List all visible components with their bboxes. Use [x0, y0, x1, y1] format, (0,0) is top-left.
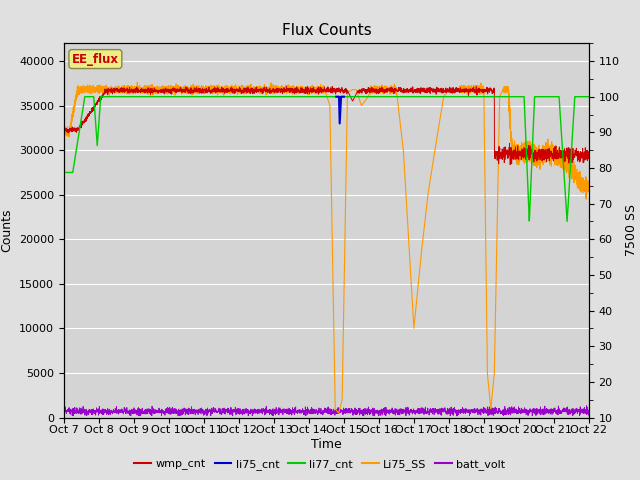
- Title: Flux Counts: Flux Counts: [282, 23, 371, 38]
- Y-axis label: 7500 SS: 7500 SS: [625, 204, 638, 256]
- Y-axis label: Counts: Counts: [1, 209, 13, 252]
- Legend: wmp_cnt, li75_cnt, li77_cnt, Li75_SS, batt_volt: wmp_cnt, li75_cnt, li77_cnt, Li75_SS, ba…: [130, 455, 510, 474]
- Text: EE_flux: EE_flux: [72, 53, 119, 66]
- X-axis label: Time: Time: [311, 438, 342, 451]
